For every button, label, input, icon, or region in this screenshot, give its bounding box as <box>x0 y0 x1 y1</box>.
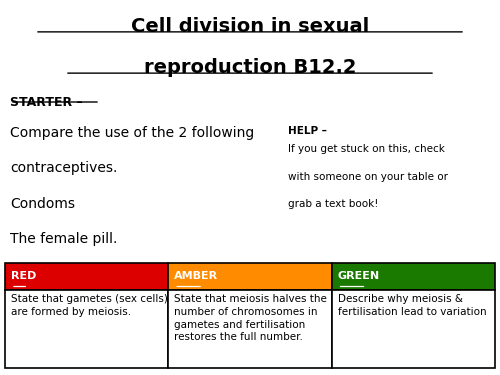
Text: Compare the use of the 2 following: Compare the use of the 2 following <box>10 126 254 140</box>
Text: Describe why meiosis &
fertilisation lead to variation: Describe why meiosis & fertilisation lea… <box>338 294 486 317</box>
Bar <box>332 290 495 368</box>
Text: with someone on your table or: with someone on your table or <box>288 172 448 182</box>
Text: If you get stuck on this, check: If you get stuck on this, check <box>288 144 444 154</box>
Text: reproduction B12.2: reproduction B12.2 <box>144 58 356 77</box>
Text: contraceptives.: contraceptives. <box>10 161 118 175</box>
Bar <box>168 290 332 368</box>
Text: HELP –: HELP – <box>288 126 327 136</box>
Text: The female pill.: The female pill. <box>10 232 118 246</box>
Bar <box>5 290 168 368</box>
Text: STARTER –: STARTER – <box>10 96 83 109</box>
Text: GREEN: GREEN <box>338 271 380 281</box>
Text: grab a text book!: grab a text book! <box>288 199 378 209</box>
Text: Cell division in sexual: Cell division in sexual <box>131 17 369 36</box>
Text: Condoms: Condoms <box>10 197 75 211</box>
Bar <box>168 262 332 290</box>
Bar <box>5 262 168 290</box>
Text: AMBER: AMBER <box>174 271 218 281</box>
Text: State that meiosis halves the
number of chromosomes in
gametes and fertilisation: State that meiosis halves the number of … <box>174 294 327 342</box>
Text: State that gametes (sex cells)
are formed by meiosis.: State that gametes (sex cells) are forme… <box>11 294 168 317</box>
Text: RED: RED <box>11 271 36 281</box>
Bar <box>332 262 495 290</box>
